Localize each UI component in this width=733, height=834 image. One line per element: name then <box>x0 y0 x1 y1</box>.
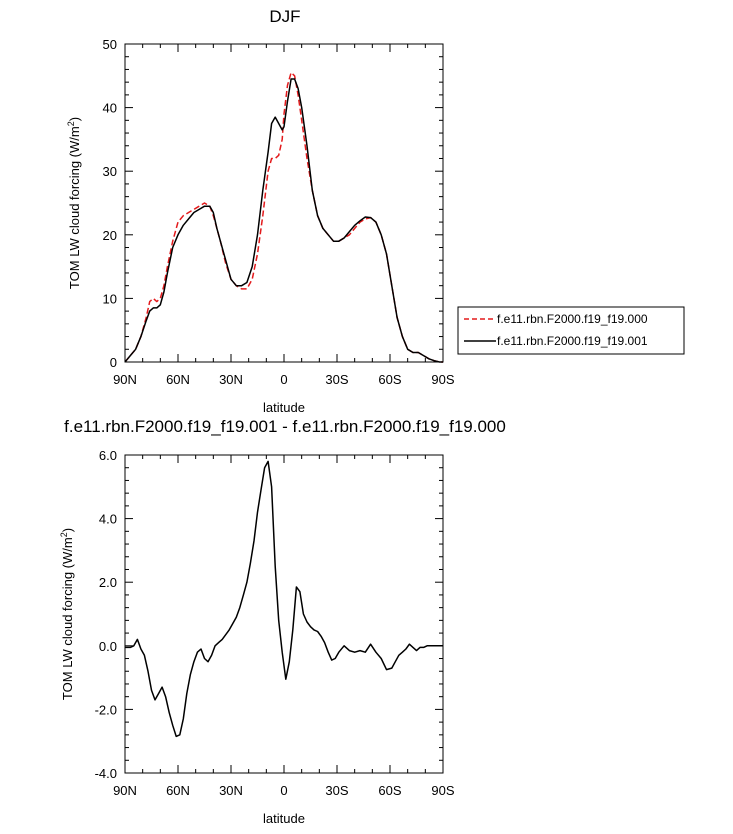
top-series-line-0 <box>124 71 443 363</box>
bottom-x-tick-label: 30N <box>219 783 243 798</box>
top-legend: f.e11.rbn.F2000.f19_f19.000 f.e11.rbn.F2… <box>457 306 685 355</box>
top-x-tick-label: 90S <box>431 372 454 387</box>
top-x-tick-label: 0 <box>280 372 287 387</box>
bottom-y-tick-label: 4.0 <box>99 512 117 527</box>
legend-label-series-001: f.e11.rbn.F2000.f19_f19.001 <box>497 334 648 348</box>
top-x-tick-label: 30N <box>219 372 243 387</box>
top-axis-ticks: 90N 60N 30N 0 30S 60S 90S 0 10 20 30 40 50 <box>103 37 455 387</box>
bottom-line-chart: f.e11.rbn.F2000.f19_f19.001 - f.e11.rbn.… <box>59 417 506 826</box>
top-x-tick-label: 60S <box>378 372 401 387</box>
top-x-tick-label: 90N <box>113 372 137 387</box>
top-series-lines <box>124 71 443 363</box>
bottom-series-line-0 <box>125 460 443 738</box>
top-plot-frame <box>124 43 444 363</box>
top-series-line-1 <box>124 78 443 363</box>
top-y-tick-label: 30 <box>103 164 117 179</box>
bottom-x-tick-label: 60S <box>378 783 401 798</box>
bottom-x-tick-label: 90S <box>431 783 454 798</box>
bottom-y-tick-label: 6.0 <box>99 448 117 463</box>
bottom-x-tick-label: 90N <box>113 783 137 798</box>
top-y-tick-label: 40 <box>103 101 117 116</box>
top-y-tick-label: 20 <box>103 228 117 243</box>
bottom-y-tick-label: 2.0 <box>99 575 117 590</box>
top-y-axis-label: TOM LW cloud forcing (W/m2) <box>66 117 82 289</box>
top-x-tick-label: 60N <box>166 372 190 387</box>
bottom-series-lines <box>125 460 443 738</box>
bottom-x-tick-label: 30S <box>325 783 348 798</box>
bottom-chart-title: f.e11.rbn.F2000.f19_f19.001 - f.e11.rbn.… <box>64 417 506 436</box>
bottom-axis-ticks: 90N 60N 30N 0 30S 60S 90S -4.0 -2.0 0.0 2.0 4.0 6.0 <box>95 448 455 798</box>
top-line-chart: DJF 90N 60N 30N 0 30S 60S 90S 0 10 20 30 40 50 latit… <box>66 7 685 415</box>
bottom-x-tick-label: 60N <box>166 783 190 798</box>
bottom-y-axis-label: TOM LW cloud forcing (W/m2) <box>59 528 75 700</box>
bottom-y-tick-label: -2.0 <box>95 702 117 717</box>
top-y-tick-label: 0 <box>110 355 117 370</box>
top-chart-title: DJF <box>269 7 300 26</box>
bottom-y-tick-label: 0.0 <box>99 639 117 654</box>
bottom-x-tick-label: 0 <box>280 783 287 798</box>
bottom-x-axis-label: latitude <box>263 811 305 826</box>
top-y-tick-label: 10 <box>103 291 117 306</box>
top-x-axis-label: latitude <box>263 400 305 415</box>
top-y-tick-label: 50 <box>103 37 117 52</box>
legend-box <box>457 306 685 355</box>
bottom-y-tick-label: -4.0 <box>95 766 117 781</box>
top-x-tick-label: 30S <box>325 372 348 387</box>
legend-label-series-000: f.e11.rbn.F2000.f19_f19.000 <box>497 312 648 326</box>
